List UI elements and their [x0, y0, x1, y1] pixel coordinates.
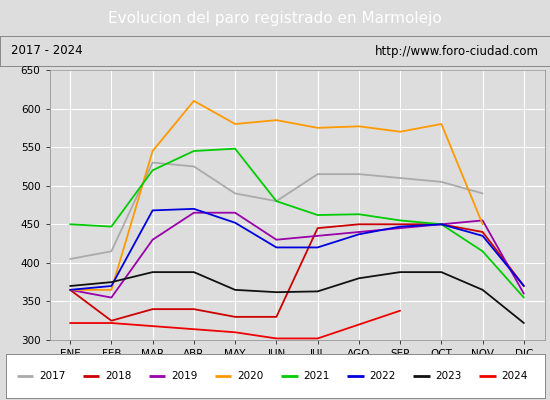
Text: 2021: 2021: [303, 371, 329, 381]
Text: Evolucion del paro registrado en Marmolejo: Evolucion del paro registrado en Marmole…: [108, 10, 442, 26]
Text: 2018: 2018: [105, 371, 131, 381]
Text: 2024: 2024: [501, 371, 527, 381]
Text: 2020: 2020: [237, 371, 263, 381]
Text: 2017 - 2024: 2017 - 2024: [11, 44, 82, 58]
Text: 2022: 2022: [369, 371, 395, 381]
Text: http://www.foro-ciudad.com: http://www.foro-ciudad.com: [375, 44, 539, 58]
Text: 2019: 2019: [171, 371, 197, 381]
Text: 2017: 2017: [39, 371, 65, 381]
Text: 2023: 2023: [435, 371, 461, 381]
